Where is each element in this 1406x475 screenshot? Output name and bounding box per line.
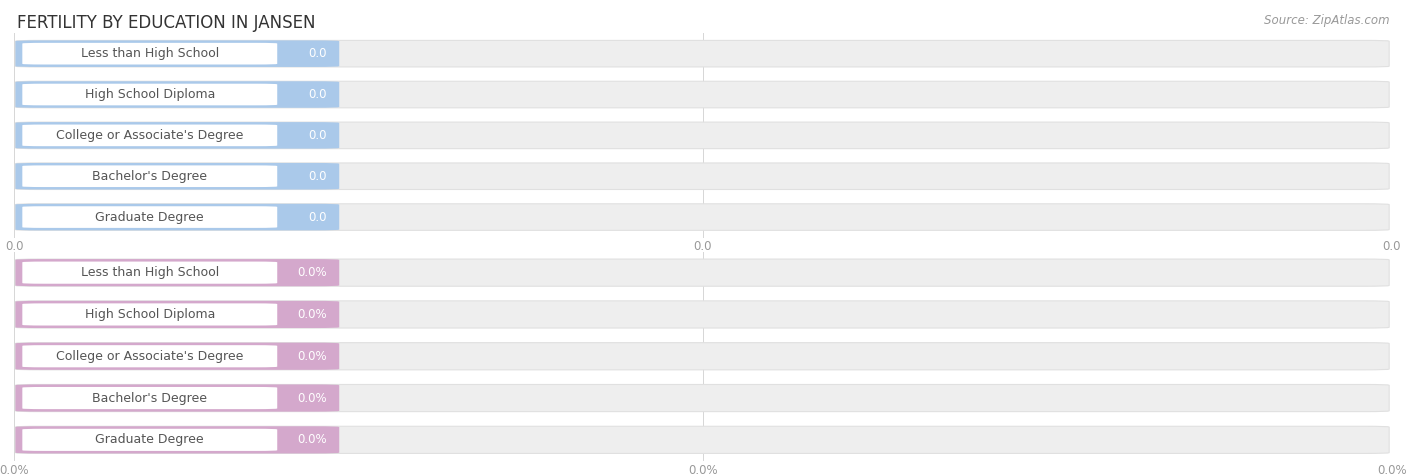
Text: Graduate Degree: Graduate Degree xyxy=(96,433,204,446)
FancyBboxPatch shape xyxy=(15,301,339,328)
Text: Graduate Degree: Graduate Degree xyxy=(96,210,204,224)
Text: 0.0%: 0.0% xyxy=(297,350,326,363)
Text: Less than High School: Less than High School xyxy=(80,47,219,60)
FancyBboxPatch shape xyxy=(22,206,277,228)
FancyBboxPatch shape xyxy=(22,429,277,451)
Text: High School Diploma: High School Diploma xyxy=(84,88,215,101)
FancyBboxPatch shape xyxy=(15,426,1389,454)
Text: Less than High School: Less than High School xyxy=(80,266,219,279)
FancyBboxPatch shape xyxy=(15,342,1389,370)
FancyBboxPatch shape xyxy=(15,342,339,370)
FancyBboxPatch shape xyxy=(15,259,1389,286)
FancyBboxPatch shape xyxy=(15,81,339,108)
Text: 0.0%: 0.0% xyxy=(297,433,326,446)
FancyBboxPatch shape xyxy=(15,81,1389,108)
FancyBboxPatch shape xyxy=(15,204,339,230)
FancyBboxPatch shape xyxy=(15,40,1389,67)
FancyBboxPatch shape xyxy=(15,259,339,286)
Text: 0.0: 0.0 xyxy=(308,210,326,224)
FancyBboxPatch shape xyxy=(15,122,339,149)
FancyBboxPatch shape xyxy=(22,262,277,284)
FancyBboxPatch shape xyxy=(22,387,277,409)
Text: 0.0%: 0.0% xyxy=(297,391,326,405)
Text: 0.0: 0.0 xyxy=(308,47,326,60)
FancyBboxPatch shape xyxy=(15,301,1389,328)
Text: College or Associate's Degree: College or Associate's Degree xyxy=(56,129,243,142)
FancyBboxPatch shape xyxy=(15,426,339,454)
Text: High School Diploma: High School Diploma xyxy=(84,308,215,321)
FancyBboxPatch shape xyxy=(15,163,1389,190)
Text: 0.0%: 0.0% xyxy=(297,308,326,321)
FancyBboxPatch shape xyxy=(15,163,339,190)
FancyBboxPatch shape xyxy=(22,43,277,65)
Text: 0.0: 0.0 xyxy=(308,129,326,142)
Text: 0.0%: 0.0% xyxy=(297,266,326,279)
FancyBboxPatch shape xyxy=(15,40,339,67)
FancyBboxPatch shape xyxy=(22,345,277,367)
FancyBboxPatch shape xyxy=(22,304,277,325)
FancyBboxPatch shape xyxy=(15,204,1389,230)
Text: FERTILITY BY EDUCATION IN JANSEN: FERTILITY BY EDUCATION IN JANSEN xyxy=(17,14,315,32)
Text: Source: ZipAtlas.com: Source: ZipAtlas.com xyxy=(1264,14,1389,27)
Text: College or Associate's Degree: College or Associate's Degree xyxy=(56,350,243,363)
FancyBboxPatch shape xyxy=(15,122,1389,149)
Text: Bachelor's Degree: Bachelor's Degree xyxy=(93,170,207,183)
Text: Bachelor's Degree: Bachelor's Degree xyxy=(93,391,207,405)
FancyBboxPatch shape xyxy=(22,124,277,146)
FancyBboxPatch shape xyxy=(15,384,339,412)
FancyBboxPatch shape xyxy=(22,165,277,187)
FancyBboxPatch shape xyxy=(15,384,1389,412)
FancyBboxPatch shape xyxy=(22,84,277,105)
Text: 0.0: 0.0 xyxy=(308,170,326,183)
Text: 0.0: 0.0 xyxy=(308,88,326,101)
